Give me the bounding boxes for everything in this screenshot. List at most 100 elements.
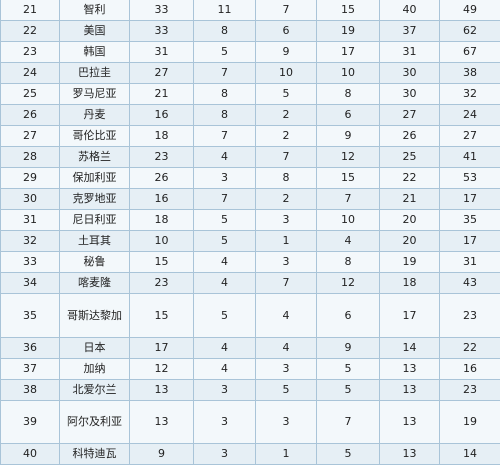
wins-cell: 8	[193, 83, 256, 105]
matches-cell: 13	[129, 400, 194, 444]
goals-against-cell: 49	[439, 0, 500, 21]
matches-cell: 26	[129, 167, 194, 189]
rank-cell: 37	[0, 358, 60, 380]
matches-cell: 33	[129, 20, 194, 42]
losses-cell: 12	[316, 272, 380, 294]
draws-cell: 3	[255, 358, 317, 380]
matches-cell: 10	[129, 230, 194, 252]
matches-cell: 12	[129, 358, 194, 380]
country-cell: 苏格兰	[59, 146, 130, 168]
table-row: 24 巴拉圭 27 7 10 10 30 38	[0, 62, 500, 84]
points-cell: 40	[379, 0, 440, 21]
losses-cell: 8	[316, 83, 380, 105]
rank-cell: 25	[0, 83, 60, 105]
draws-cell: 2	[255, 188, 317, 210]
table-row: 36 日本 17 4 4 9 14 22	[0, 337, 500, 359]
table-row: 38 北爱尔兰 13 3 5 5 13 23	[0, 379, 500, 401]
rank-cell: 27	[0, 125, 60, 147]
losses-cell: 19	[316, 20, 380, 42]
goals-against-cell: 53	[439, 167, 500, 189]
table-row: 22 美国 33 8 6 19 37 62	[0, 20, 500, 42]
matches-cell: 23	[129, 272, 194, 294]
country-cell: 加纳	[59, 358, 130, 380]
rank-cell: 34	[0, 272, 60, 294]
matches-cell: 16	[129, 104, 194, 126]
draws-cell: 2	[255, 125, 317, 147]
points-cell: 17	[379, 293, 440, 338]
goals-against-cell: 31	[439, 251, 500, 273]
country-cell: 保加利亚	[59, 167, 130, 189]
goals-against-cell: 67	[439, 41, 500, 63]
country-cell: 科特迪瓦	[59, 443, 130, 465]
points-cell: 27	[379, 104, 440, 126]
rank-cell: 39	[0, 400, 60, 444]
table-row: 31 尼日利亚 18 5 3 10 20 35	[0, 209, 500, 231]
matches-cell: 9	[129, 443, 194, 465]
country-cell: 土耳其	[59, 230, 130, 252]
draws-cell: 7	[255, 146, 317, 168]
rank-cell: 21	[0, 0, 60, 21]
country-cell: 阿尔及利亚	[59, 400, 130, 444]
losses-cell: 9	[316, 125, 380, 147]
losses-cell: 7	[316, 188, 380, 210]
goals-against-cell: 27	[439, 125, 500, 147]
draws-cell: 7	[255, 272, 317, 294]
wins-cell: 11	[193, 0, 256, 21]
table-row: 37 加纳 12 4 3 5 13 16	[0, 358, 500, 380]
points-cell: 14	[379, 337, 440, 359]
table-row: 39 阿尔及利亚 13 3 3 7 13 19	[0, 400, 500, 444]
draws-cell: 2	[255, 104, 317, 126]
points-cell: 30	[379, 62, 440, 84]
rank-cell: 38	[0, 379, 60, 401]
country-cell: 日本	[59, 337, 130, 359]
table-row: 34 喀麦隆 23 4 7 12 18 43	[0, 272, 500, 294]
goals-against-cell: 17	[439, 230, 500, 252]
wins-cell: 4	[193, 358, 256, 380]
wins-cell: 7	[193, 188, 256, 210]
rank-cell: 22	[0, 20, 60, 42]
table-row: 28 苏格兰 23 4 7 12 25 41	[0, 146, 500, 168]
goals-against-cell: 62	[439, 20, 500, 42]
country-cell: 罗马尼亚	[59, 83, 130, 105]
points-cell: 18	[379, 272, 440, 294]
wins-cell: 3	[193, 400, 256, 444]
losses-cell: 8	[316, 251, 380, 273]
wins-cell: 3	[193, 167, 256, 189]
matches-cell: 13	[129, 379, 194, 401]
rank-cell: 24	[0, 62, 60, 84]
goals-against-cell: 23	[439, 293, 500, 338]
losses-cell: 15	[316, 167, 380, 189]
goals-against-cell: 16	[439, 358, 500, 380]
goals-against-cell: 14	[439, 443, 500, 465]
matches-cell: 21	[129, 83, 194, 105]
losses-cell: 6	[316, 293, 380, 338]
points-cell: 31	[379, 41, 440, 63]
wins-cell: 4	[193, 272, 256, 294]
wins-cell: 3	[193, 443, 256, 465]
country-cell: 北爱尔兰	[59, 379, 130, 401]
rank-cell: 36	[0, 337, 60, 359]
matches-cell: 15	[129, 293, 194, 338]
matches-cell: 15	[129, 251, 194, 273]
draws-cell: 1	[255, 230, 317, 252]
wins-cell: 4	[193, 337, 256, 359]
draws-cell: 4	[255, 337, 317, 359]
points-cell: 22	[379, 167, 440, 189]
matches-cell: 16	[129, 188, 194, 210]
losses-cell: 6	[316, 104, 380, 126]
matches-cell: 33	[129, 0, 194, 21]
wins-cell: 7	[193, 125, 256, 147]
table-row: 29 保加利亚 26 3 8 15 22 53	[0, 167, 500, 189]
points-cell: 21	[379, 188, 440, 210]
wins-cell: 5	[193, 209, 256, 231]
country-cell: 丹麦	[59, 104, 130, 126]
points-cell: 37	[379, 20, 440, 42]
wins-cell: 5	[193, 41, 256, 63]
wins-cell: 5	[193, 293, 256, 338]
goals-against-cell: 32	[439, 83, 500, 105]
wins-cell: 5	[193, 230, 256, 252]
country-cell: 喀麦隆	[59, 272, 130, 294]
wins-cell: 4	[193, 146, 256, 168]
table-row: 40 科特迪瓦 9 3 1 5 13 14	[0, 443, 500, 465]
